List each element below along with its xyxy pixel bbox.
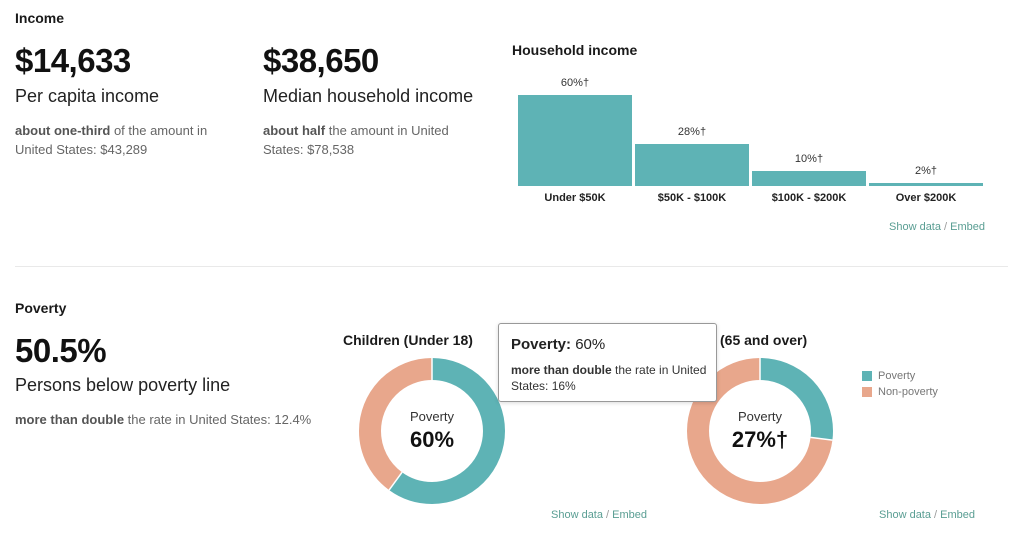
bar-category-label-1: $50K - $100K [657, 192, 727, 204]
children-donut-center-value: 60% [409, 427, 455, 452]
section-divider [15, 266, 1008, 267]
children-donut-center-label: Poverty [409, 409, 455, 424]
seniors-show-data-link[interactable]: Show data [879, 509, 931, 521]
seniors-donut-center-value: 27%† [731, 427, 789, 452]
legend-item-non-poverty: Non-poverty [862, 384, 938, 400]
seniors-chart-title: (65 and over) [720, 332, 808, 348]
children-poverty-donut[interactable] [358, 357, 506, 505]
poverty-section-title: Poverty [15, 300, 67, 316]
household-income-links: Show data / Embed [889, 221, 985, 233]
bar-2[interactable] [752, 170, 866, 186]
seniors-poverty-donut[interactable] [686, 357, 834, 505]
per-capita-comparison: about one-third of the amount in United … [15, 121, 230, 159]
link-separator: / [606, 509, 610, 521]
poverty-comparison-bold: more than double [15, 412, 125, 427]
poverty-comparison-text: the rate in United States: 12.4% [124, 412, 312, 427]
seniors-donut-separator-1 [810, 436, 833, 441]
poverty-label: Persons below poverty line [15, 375, 231, 395]
bar-1[interactable] [635, 143, 749, 186]
household-income-bar-chart: 60%† Under $50K 28%† $50K - $100K 10%† $100K … [510, 70, 990, 210]
household-income-chart-title: Household income [512, 42, 638, 58]
per-capita-comparison-bold: about one-third [15, 123, 111, 138]
bar-category-label-2: $100K - $200K [771, 192, 847, 204]
per-capita-label: Per capita income [15, 86, 160, 106]
per-capita-value: $14,633 [15, 42, 131, 79]
median-household-value: $38,650 [263, 42, 379, 79]
poverty-comparison: more than double the rate in United Stat… [15, 410, 335, 429]
bar-0[interactable] [518, 95, 632, 186]
tooltip-body: more than double the rate in United Stat… [511, 362, 711, 394]
children-chart-links: Show data / Embed [551, 509, 647, 521]
legend-swatch-poverty [862, 371, 872, 381]
tooltip-body-bold: more than double [511, 363, 612, 377]
children-show-data-link[interactable]: Show data [551, 509, 603, 521]
legend-swatch-non-poverty [862, 387, 872, 397]
bar-value-label-0: 60%† [560, 77, 590, 89]
bar-value-label-3: 2%† [914, 164, 938, 177]
bar-category-label-3: Over $200K [895, 192, 957, 204]
seniors-embed-link[interactable]: Embed [940, 509, 976, 521]
household-income-embed-link[interactable]: Embed [950, 221, 986, 233]
legend-label-non-poverty: Non-poverty [878, 386, 938, 398]
poverty-tooltip: Poverty: 60% more than double the rate i… [498, 323, 717, 402]
income-section-title: Income [15, 10, 65, 26]
seniors-donut-center-label: Poverty [737, 409, 783, 424]
seniors-chart-links: Show data / Embed [879, 509, 975, 521]
link-separator: / [934, 509, 938, 521]
children-embed-link[interactable]: Embed [612, 509, 648, 521]
median-household-comparison: about half the amount in United States: … [263, 121, 478, 159]
children-donut-separator-1 [388, 471, 403, 491]
tooltip-body-text: the rate in United States: 16% [511, 363, 707, 393]
bar-value-label-1: 28%† [677, 125, 707, 138]
bar-value-label-2: 10%† [794, 152, 824, 165]
legend-item-poverty: Poverty [862, 368, 938, 384]
children-chart-title: Children (Under 18) [343, 332, 473, 348]
tooltip-title: Poverty: 60% [511, 336, 605, 353]
tooltip-title-value: 60% [571, 336, 606, 353]
tooltip-title-bold: Poverty: [511, 336, 572, 353]
link-separator: / [944, 221, 948, 233]
poverty-legend: Poverty Non-poverty [862, 368, 938, 400]
median-household-comparison-text: the amount in United States: $78,538 [263, 123, 449, 157]
legend-label-poverty: Poverty [878, 370, 916, 382]
median-household-comparison-bold: about half [263, 123, 326, 138]
per-capita-comparison-text: of the amount in United States: $43,289 [15, 123, 208, 157]
median-household-label: Median household income [263, 86, 474, 106]
household-income-show-data-link[interactable]: Show data [889, 221, 941, 233]
poverty-value: 50.5% [15, 332, 107, 369]
bar-3[interactable] [869, 182, 983, 186]
bar-category-label-0: Under $50K [544, 192, 606, 204]
